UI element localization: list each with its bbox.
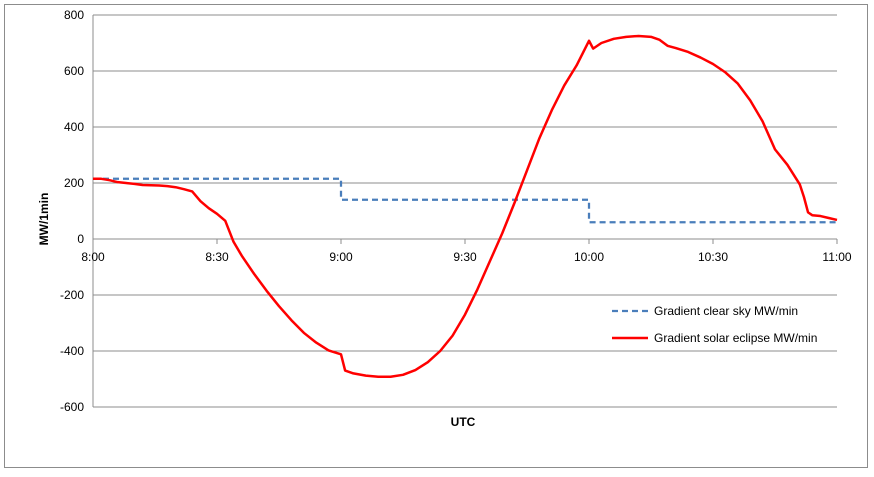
series-line-clear-sky <box>93 177 837 224</box>
x-tick-label: 10:00 <box>574 250 604 264</box>
x-tick-label: 9:30 <box>453 250 477 264</box>
y-tick-label: 600 <box>64 64 84 78</box>
series-line-solar-eclipse <box>93 34 838 379</box>
y-tick-label: 800 <box>64 8 84 22</box>
y-tick-label: -400 <box>60 344 84 358</box>
y-tick-label: 400 <box>64 120 84 134</box>
gridlines <box>93 14 837 408</box>
x-tick-label: 8:00 <box>81 250 105 264</box>
chart-frame <box>4 4 868 468</box>
x-axis-title: UTC <box>451 415 476 429</box>
legend-label-clear-sky: Gradient clear sky MW/min <box>654 304 798 318</box>
x-tick-label: 8:30 <box>205 250 229 264</box>
axes <box>92 15 838 407</box>
series-lines <box>93 34 838 379</box>
tick-labels: 800 600 400 200 0 -200 -400 -600 8:00 8:30 9:00 9:3… <box>60 8 852 414</box>
x-tick-label: 9:00 <box>329 250 353 264</box>
x-tick-label: 10:30 <box>698 250 728 264</box>
y-tick-label: -600 <box>60 400 84 414</box>
legend: Gradient clear sky MW/min Gradient solar… <box>612 304 817 345</box>
y-tick-label: 0 <box>77 232 84 246</box>
legend-label-solar-eclipse: Gradient solar eclipse MW/min <box>654 331 817 345</box>
y-axis-title: MW/1min <box>37 193 51 246</box>
y-tick-label: 200 <box>64 176 84 190</box>
x-tick-label: 11:00 <box>822 250 851 264</box>
y-tick-label: -200 <box>60 288 84 302</box>
